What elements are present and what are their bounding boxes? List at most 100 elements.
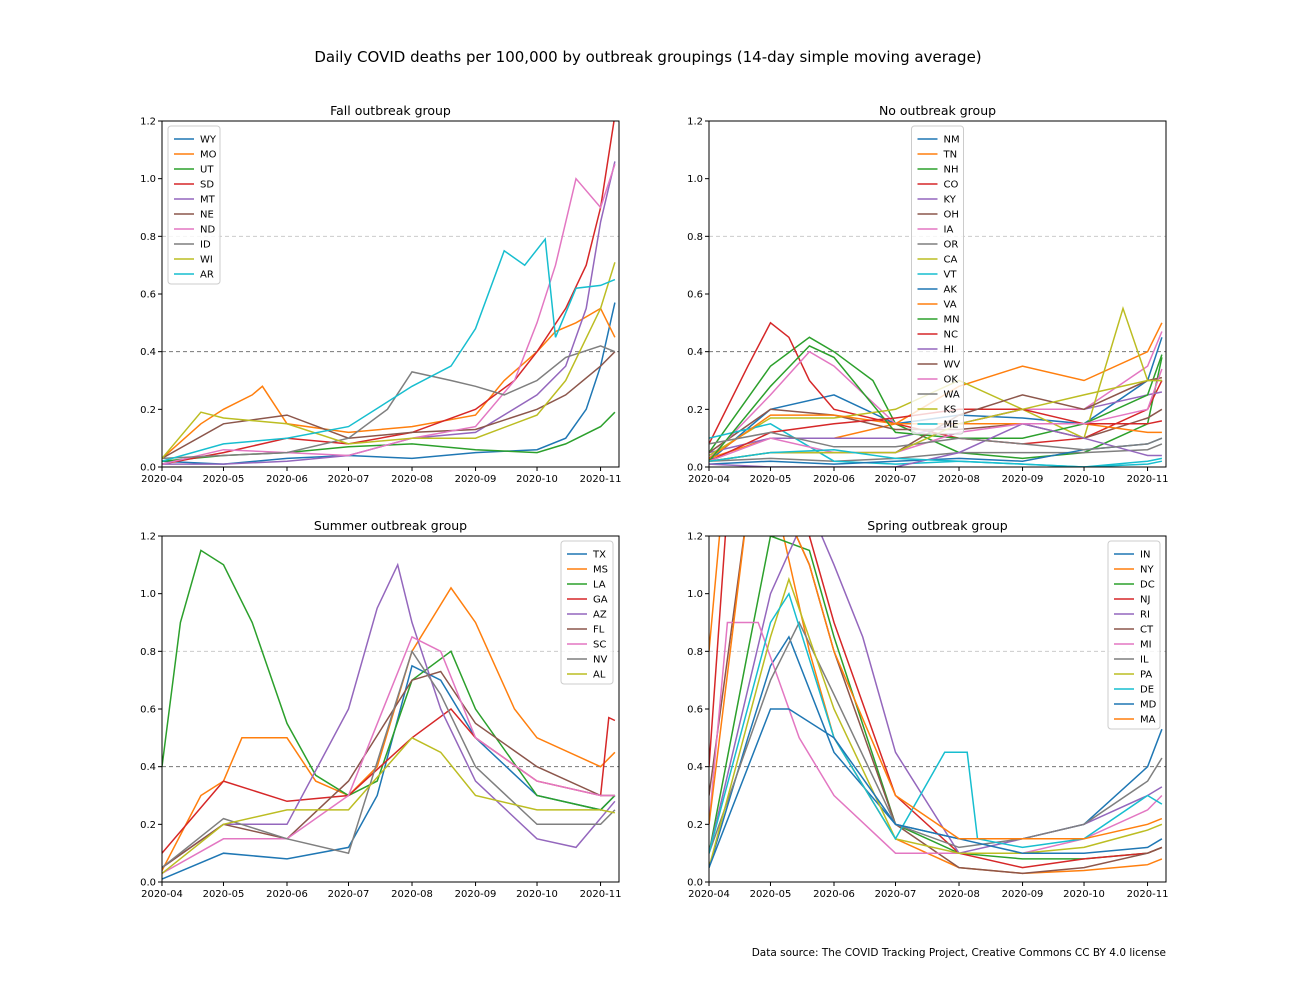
x-tick-label: 2020-04 bbox=[141, 474, 183, 485]
y-tick-label: 1.2 bbox=[687, 532, 703, 543]
series-line-pa bbox=[709, 576, 1163, 868]
x-tick-label: 2020-06 bbox=[266, 889, 308, 900]
x-tick-label: 2020-09 bbox=[1002, 889, 1044, 900]
legend-label: KY bbox=[944, 195, 957, 206]
legend-box bbox=[911, 125, 964, 435]
series-line-wy bbox=[162, 302, 616, 465]
y-tick-label: 1.2 bbox=[140, 117, 156, 128]
series-line-ny bbox=[709, 536, 1163, 875]
legend-label: RI bbox=[1140, 610, 1150, 621]
y-tick-label: 0.0 bbox=[140, 878, 156, 889]
legend-label: IL bbox=[1140, 655, 1149, 666]
legend-label: NV bbox=[593, 655, 607, 666]
legend-label: MI bbox=[1140, 640, 1152, 651]
series-line-me bbox=[709, 448, 1163, 467]
series-line-az bbox=[162, 562, 616, 869]
legend-label: PA bbox=[1140, 670, 1152, 681]
series-line-de bbox=[709, 591, 1163, 854]
legend-label: NE bbox=[200, 210, 214, 221]
y-tick-label: 1.0 bbox=[687, 174, 703, 185]
series-line-sc bbox=[162, 635, 615, 875]
legend-label: AL bbox=[593, 670, 606, 681]
legend-label: NJ bbox=[1140, 595, 1150, 606]
legend-label: AZ bbox=[593, 610, 607, 621]
series-line-mt bbox=[162, 161, 616, 465]
data-source-note: Data source: The COVID Tracking Project,… bbox=[751, 947, 1166, 959]
legend: IN NY DC NJ RI CT MI IL PA DE MD MA bbox=[1107, 540, 1161, 730]
y-tick-label: 0.6 bbox=[140, 705, 156, 716]
legend-label: VA bbox=[944, 300, 957, 311]
legend-label: NH bbox=[944, 165, 959, 176]
x-tick-label: 2020-05 bbox=[203, 474, 245, 485]
legend-box bbox=[1107, 540, 1161, 730]
series-line-ar bbox=[162, 237, 616, 462]
legend: NM TN NH CO KY OH IA OR CA VT AK VA MN NC HI WV OK WA KS ME bbox=[911, 125, 964, 435]
plot-frame bbox=[161, 535, 620, 883]
x-tick-label: 2020-07 bbox=[875, 474, 917, 485]
legend-label: NM bbox=[944, 135, 960, 146]
y-tick-label: 0.0 bbox=[140, 463, 156, 474]
legend-label: CA bbox=[944, 255, 958, 266]
legend: WY MO UT SD MT NE ND ID WI AR bbox=[167, 125, 221, 285]
x-tick-label: 2020-11 bbox=[580, 889, 622, 900]
x-tick-label: 2020-08 bbox=[391, 889, 433, 900]
legend-box bbox=[560, 540, 614, 685]
legend-label: OH bbox=[944, 210, 959, 221]
panel-1: Fall outbreak group 2020-04 2020-05 2020-06… bbox=[140, 103, 621, 485]
y-tick-label: 1.2 bbox=[140, 532, 156, 543]
series-line-ca bbox=[709, 305, 1162, 457]
panel-4: Spring outbreak group 2020-04 2020-05 2020-… bbox=[687, 518, 1168, 900]
x-tick-label: 2020-04 bbox=[688, 889, 730, 900]
y-tick-label: 0.4 bbox=[140, 347, 156, 358]
x-tick-label: 2020-04 bbox=[688, 474, 730, 485]
legend-label: HI bbox=[944, 345, 954, 356]
legend-label: DC bbox=[1140, 580, 1155, 591]
legend-label: ID bbox=[200, 240, 211, 251]
x-tick-label: 2020-07 bbox=[328, 889, 370, 900]
x-tick-label: 2020-09 bbox=[1002, 474, 1044, 485]
series-line-fl bbox=[162, 670, 615, 869]
y-tick-label: 0.4 bbox=[140, 762, 156, 773]
legend-label: IA bbox=[944, 225, 954, 236]
series-line-ma bbox=[709, 536, 1163, 840]
x-tick-label: 2020-10 bbox=[516, 889, 558, 900]
series-line-ms bbox=[162, 586, 616, 871]
panel-3: Summer outbreak group 2020-04 2020-05 2020-… bbox=[140, 518, 621, 900]
panel-title: Summer outbreak group bbox=[314, 518, 467, 533]
series-line-wi bbox=[162, 262, 616, 459]
series-line-mn bbox=[709, 344, 1163, 462]
x-tick-label: 2020-11 bbox=[1127, 474, 1169, 485]
y-tick-label: 0.2 bbox=[687, 405, 703, 416]
y-tick-label: 1.0 bbox=[140, 589, 156, 600]
x-tick-label: 2020-10 bbox=[1063, 474, 1105, 485]
series-line-mi bbox=[709, 621, 1163, 854]
x-tick-label: 2020-06 bbox=[266, 474, 308, 485]
x-tick-label: 2020-11 bbox=[580, 474, 622, 485]
series-line-co bbox=[709, 321, 1163, 445]
legend-label: OR bbox=[944, 240, 959, 251]
legend-label: MT bbox=[200, 195, 216, 206]
y-tick-label: 0.2 bbox=[140, 405, 156, 416]
legend-label: MO bbox=[200, 150, 217, 161]
legend-label: DE bbox=[1140, 685, 1154, 696]
x-tick-label: 2020-06 bbox=[813, 889, 855, 900]
legend-label: OK bbox=[944, 375, 959, 386]
y-tick-label: 0.8 bbox=[687, 647, 703, 658]
series-line-dc bbox=[709, 536, 1163, 860]
panel-title: Spring outbreak group bbox=[867, 518, 1008, 533]
series-line-ga bbox=[162, 707, 616, 854]
y-tick-label: 1.0 bbox=[687, 589, 703, 600]
x-tick-label: 2020-07 bbox=[875, 889, 917, 900]
series-line-il bbox=[709, 620, 1163, 854]
x-tick-label: 2020-10 bbox=[1063, 889, 1105, 900]
x-tick-label: 2020-05 bbox=[750, 474, 792, 485]
legend-label: FL bbox=[593, 625, 605, 636]
legend-label: VT bbox=[944, 270, 958, 281]
legend-label: MA bbox=[1140, 715, 1156, 726]
legend-label: ME bbox=[944, 420, 959, 431]
x-tick-label: 2020-08 bbox=[938, 889, 980, 900]
y-tick-label: 0.6 bbox=[140, 290, 156, 301]
series-line-nj bbox=[709, 536, 1163, 869]
legend-label: WY bbox=[200, 135, 217, 146]
